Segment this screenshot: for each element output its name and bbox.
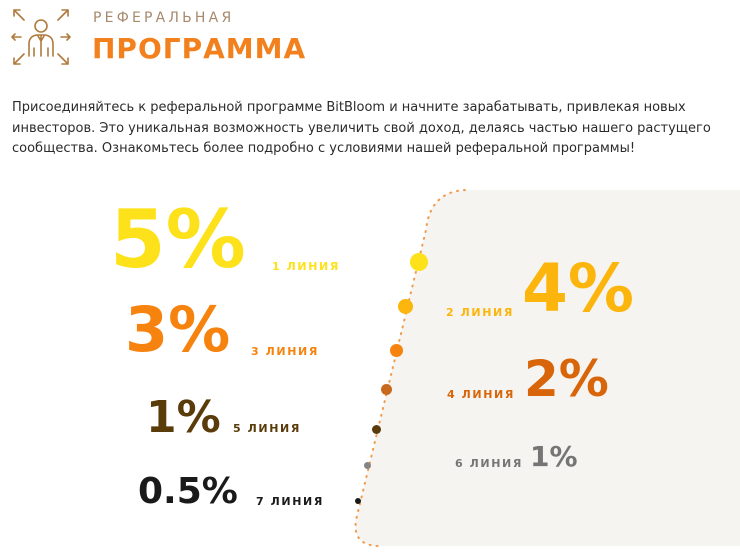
level-7-label: 7 ЛИНИЯ bbox=[256, 495, 324, 508]
page-title: ПРОГРАММА bbox=[92, 32, 307, 65]
level-2-dot bbox=[398, 299, 413, 314]
level-5-percent: 1% bbox=[146, 392, 221, 443]
section-subtitle: РЕФЕРАЛЬНАЯ bbox=[93, 10, 235, 26]
level-1-dot bbox=[410, 253, 428, 271]
level-4-dot bbox=[381, 384, 392, 395]
level-6-dot bbox=[364, 462, 371, 469]
level-6-percent: 1% bbox=[530, 440, 578, 473]
level-2-label: 2 ЛИНИЯ bbox=[446, 306, 514, 319]
level-7-percent: 0.5% bbox=[138, 471, 238, 512]
intro-paragraph: Присоединяйтесь к реферальной программе … bbox=[12, 100, 711, 156]
level-5-label: 5 ЛИНИЯ bbox=[233, 422, 301, 435]
level-2-percent: 4% bbox=[522, 250, 635, 327]
level-3-dot bbox=[390, 344, 403, 357]
level-3-label: 3 ЛИНИЯ bbox=[251, 345, 319, 358]
level-4-label: 4 ЛИНИЯ bbox=[447, 388, 515, 401]
level-1-label: 1 ЛИНИЯ bbox=[272, 260, 340, 273]
level-5-dot bbox=[372, 425, 381, 434]
level-6-label: 6 ЛИНИЯ bbox=[455, 457, 523, 470]
level-7-dot bbox=[355, 498, 361, 504]
level-4-percent: 2% bbox=[524, 350, 609, 408]
person-network-icon bbox=[11, 9, 71, 65]
level-1-percent: 5% bbox=[110, 193, 246, 286]
level-3-percent: 3% bbox=[125, 293, 231, 366]
